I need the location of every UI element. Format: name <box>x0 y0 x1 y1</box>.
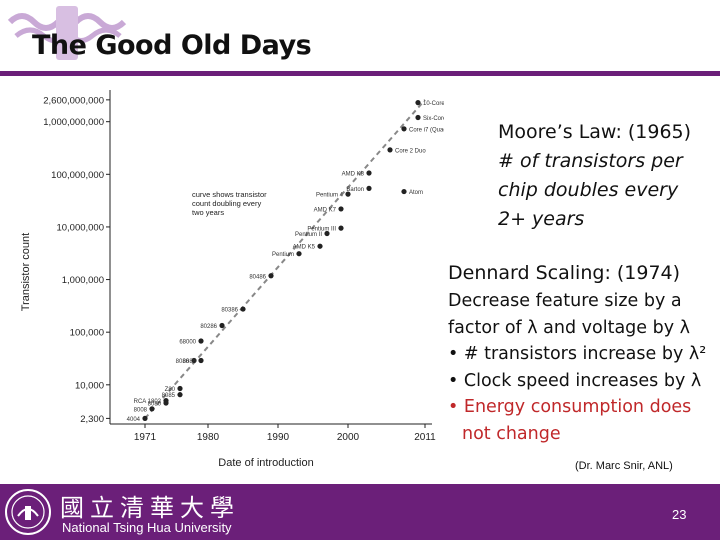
moores-law-text: Moore’s Law: (1965) # of transistors per… <box>498 118 713 234</box>
chart-point <box>142 415 148 421</box>
chart-point <box>191 357 197 364</box>
title-divider <box>0 71 720 76</box>
chart-point-label: Pentium 4 <box>316 193 344 199</box>
chart-point-label: AMD K5 <box>293 245 316 251</box>
chart-point-label: 80386 <box>221 308 238 314</box>
chart-point-label: 8086 <box>176 359 190 365</box>
chart-y-tick-label: 10,000 <box>75 380 104 391</box>
chart-point <box>415 114 421 121</box>
chart-point-label: 8008 <box>134 407 148 413</box>
moores-law-line3: 2+ years <box>498 208 585 230</box>
chart-point-label: 80486 <box>249 274 266 280</box>
chart-point <box>338 225 344 231</box>
dennard-bullet-clock: • Clock speed increases by λ <box>448 370 702 391</box>
page-number: 23 <box>672 507 687 522</box>
university-name-english: National Tsing Hua University <box>62 520 232 535</box>
chart-trend-label-line: count doubling every <box>192 199 261 208</box>
chart-y-tick-label: 100,000,000 <box>51 170 104 181</box>
chart-point-label: AMD K8 <box>342 171 365 177</box>
chart-trend-label-line: two years <box>192 208 224 217</box>
chart-point <box>366 170 372 176</box>
chart-point-label: RCA 1802 <box>134 399 162 405</box>
chart-point-label: 4004 <box>127 417 141 423</box>
chart-y-tick-label: 2,300 <box>80 414 104 425</box>
chart-point <box>338 206 344 212</box>
dennard-bullet-energy-cont: not change <box>462 423 561 444</box>
chart-xlabel: Date of introduction <box>218 457 313 469</box>
chart-point-label: Pentium II <box>295 232 322 238</box>
dennard-scaling-text: Dennard Scaling: (1974) Decrease feature… <box>448 258 716 448</box>
chart-point <box>198 357 204 364</box>
chart-point <box>324 230 330 237</box>
moores-law-year: : (1965) <box>615 121 692 143</box>
chart-point <box>240 306 246 312</box>
chart-point-label: 8085 <box>162 393 176 399</box>
chart-x-tick-label: 2000 <box>337 432 360 443</box>
moores-law-label: Moore’s Law <box>498 121 616 143</box>
chart-point-label: 10-Core Xeon Westmere-EX <box>423 101 444 107</box>
chart-point-label: Core 2 Duo <box>395 148 426 154</box>
chart-point <box>366 185 372 191</box>
chart-point <box>387 147 393 153</box>
chart-point-label: Core i7 (Quad) <box>409 127 444 133</box>
chart-point-label: Pentium III <box>307 227 336 233</box>
nthu-logo-icon <box>7 6 127 60</box>
chart-point <box>177 392 183 398</box>
chart-point-label: AMD K7 <box>314 207 337 213</box>
chart-point-label: Atom <box>409 190 423 196</box>
chart-y-tick-label: 1,000,000 <box>62 275 104 286</box>
page-title: The Good Old Days <box>32 30 312 61</box>
chart-point <box>268 273 274 279</box>
university-name-chinese: 國立清華大學 <box>60 494 240 522</box>
moores-law-line2: chip doubles every <box>498 179 679 201</box>
chart-point <box>149 406 155 412</box>
chart-trend-label-line: curve shows transistor <box>192 190 267 199</box>
chart-point-label: Z80 <box>165 387 176 393</box>
chart-point-label: Barton <box>346 187 364 193</box>
chart-point-label: Six-Core Core i7 <box>423 116 444 122</box>
chart-trend-line <box>144 99 426 420</box>
chart-point <box>177 385 183 392</box>
footer-bar <box>0 484 720 540</box>
transistor-count-chart: 2,600,000,000 1,000,000,000 100,000,000 10,… <box>20 90 444 469</box>
dennard-year: : (1974) <box>604 262 681 284</box>
chart-ylabel: Transistor count <box>20 233 32 311</box>
dennard-line2: factor of λ and voltage by λ <box>448 317 691 338</box>
chart-point-label: 80286 <box>200 324 217 330</box>
moores-law-line1: # of transistors per <box>498 150 683 172</box>
chart-point <box>296 251 302 257</box>
chart-point <box>317 243 323 249</box>
chart-point <box>163 398 169 404</box>
chart-y-tick-label: 1,000,000,000 <box>43 117 104 128</box>
chart-x-tick-label: 1990 <box>267 432 290 443</box>
chart-point <box>345 191 351 197</box>
dennard-bullet-energy: • Energy consumption does <box>448 397 692 418</box>
chart-point-label: 8088 <box>183 359 197 365</box>
chart-trend-label: curve shows transistor count doubling eve… <box>192 190 267 217</box>
chart-y-tick-label: 2,600,000,000 <box>43 95 104 106</box>
chart-point <box>401 126 407 132</box>
chart-point <box>401 188 407 195</box>
dennard-label: Dennard Scaling <box>448 262 605 284</box>
chart-point <box>219 322 225 329</box>
chart-x-tick-label: 1980 <box>197 432 220 443</box>
university-seal-icon <box>5 489 51 535</box>
chart-point-label: 68000 <box>179 339 196 345</box>
chart-x-tick-label: 2011 <box>414 432 436 443</box>
chart-point <box>198 338 204 344</box>
chart-point <box>415 100 421 106</box>
chart-y-tick-label: 10,000,000 <box>56 222 104 233</box>
chart-y-tick-label: 100,000 <box>70 328 104 339</box>
chart-point-label: 8080 <box>148 402 162 408</box>
dennard-line1: Decrease feature size by a <box>448 291 682 311</box>
dennard-bullet-transistors: • # transistors increase by λ² <box>448 344 707 365</box>
chart-point-label: Pentium <box>272 252 294 258</box>
credit-text: (Dr. Marc Snir, ANL) <box>575 460 673 472</box>
chart-x-tick-label: 1971 <box>134 432 157 443</box>
